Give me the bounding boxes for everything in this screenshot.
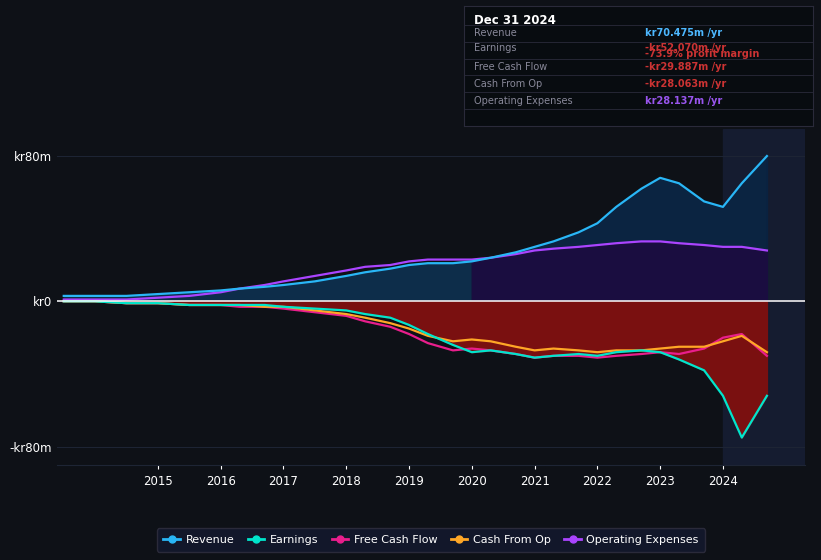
- Legend: Revenue, Earnings, Free Cash Flow, Cash From Op, Operating Expenses: Revenue, Earnings, Free Cash Flow, Cash …: [157, 528, 705, 552]
- Text: Earnings: Earnings: [475, 43, 517, 53]
- Bar: [723, 129, 805, 465]
- Text: -kr28.063m /yr: -kr28.063m /yr: [645, 79, 727, 89]
- Text: -kr52.070m /yr: -kr52.070m /yr: [645, 43, 727, 53]
- Text: Revenue: Revenue: [475, 29, 517, 38]
- Text: kr70.475m /yr: kr70.475m /yr: [645, 29, 722, 38]
- Text: -73.9% profit margin: -73.9% profit margin: [645, 49, 759, 59]
- Text: Free Cash Flow: Free Cash Flow: [475, 62, 548, 72]
- Text: -kr29.887m /yr: -kr29.887m /yr: [645, 62, 727, 72]
- Text: kr28.137m /yr: kr28.137m /yr: [645, 96, 722, 106]
- Text: Dec 31 2024: Dec 31 2024: [475, 14, 556, 27]
- Text: Cash From Op: Cash From Op: [475, 79, 543, 89]
- Text: Operating Expenses: Operating Expenses: [475, 96, 573, 106]
